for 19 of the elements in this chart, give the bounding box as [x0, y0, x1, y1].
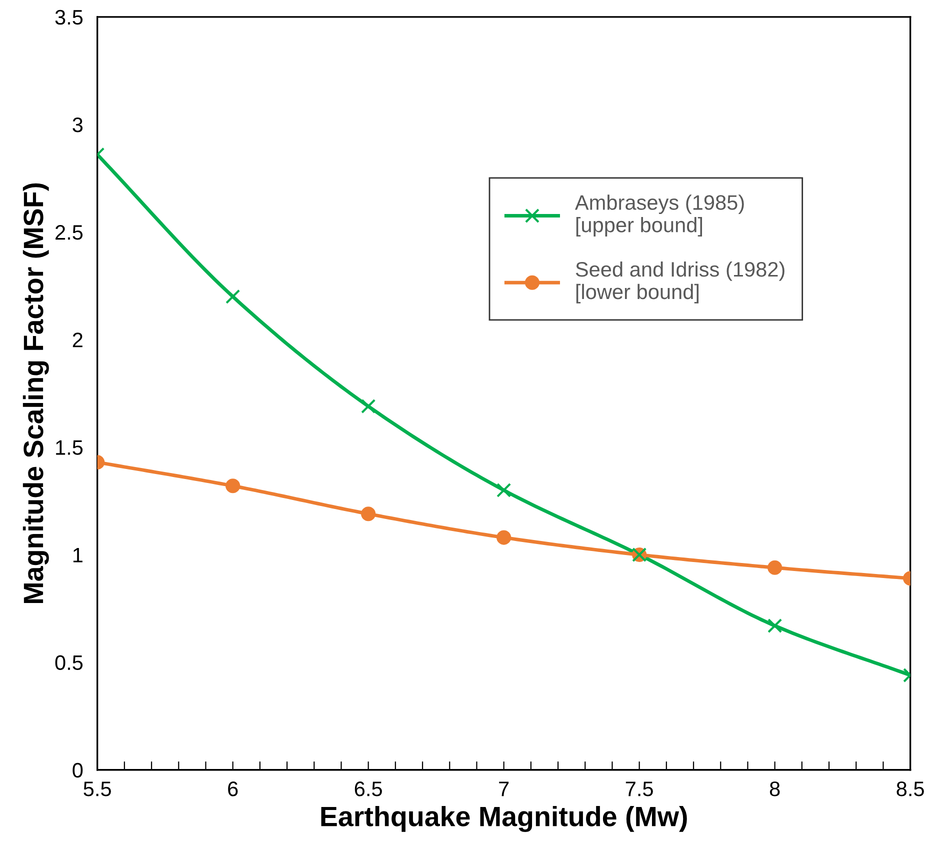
- y-tick-label: 2.5: [56, 225, 83, 240]
- y-tick-label: 0: [72, 762, 83, 778]
- x-tick-label: 8.5: [896, 782, 924, 796]
- y-tick-label: 3: [72, 117, 83, 132]
- x-tick-label: 7: [499, 782, 509, 796]
- y-tick-label: 1: [73, 548, 82, 562]
- y-axis-title: Magnitude Scaling Factor (MSF): [22, 183, 49, 603]
- x-tick-label: 6.5: [354, 782, 382, 796]
- x-axis-title: Earthquake Magnitude (Mw): [321, 806, 687, 832]
- x-tick-label: 7.5: [626, 782, 653, 796]
- x-tick-label: 6: [228, 782, 238, 796]
- x-tick-label: 5.5: [84, 782, 111, 796]
- y-tick-label: 3.5: [55, 10, 83, 25]
- y-tick-label: 2: [72, 332, 82, 348]
- legend-label: Seed and Idriss (1982) [lower bound]: [576, 261, 784, 304]
- y-tick-label: 1.5: [56, 440, 83, 455]
- y-tick-label: 0.5: [55, 655, 83, 670]
- x-tick-label: 8: [770, 782, 780, 796]
- legend-label: Ambraseys (1985) [upper bound]: [574, 194, 744, 236]
